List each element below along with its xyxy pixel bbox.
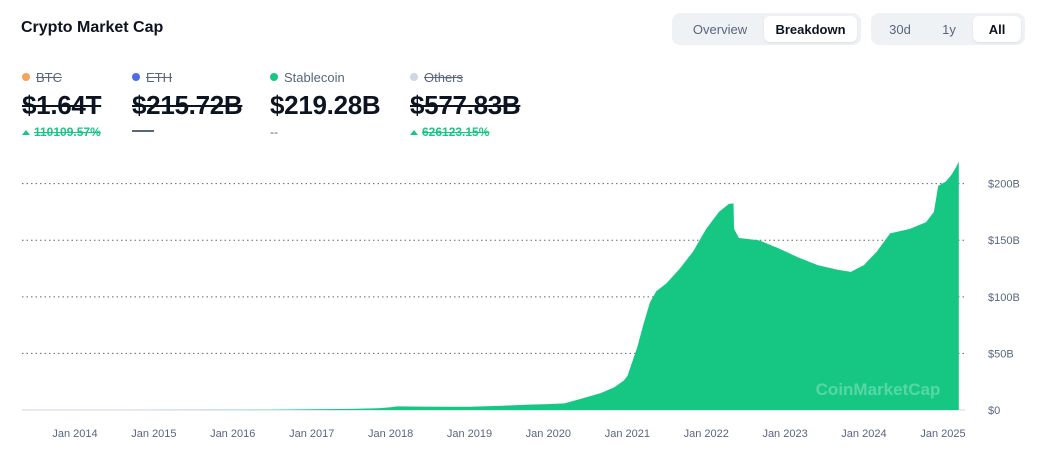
eth-dot-icon xyxy=(132,73,140,81)
overview-tab[interactable]: Overview xyxy=(692,21,748,37)
x-tick-label: Jan 2015 xyxy=(131,428,176,440)
x-tick-label: Jan 2023 xyxy=(762,428,807,440)
y-tick-label: $200B xyxy=(988,179,1020,191)
others-change: 626123.15% xyxy=(422,125,490,139)
x-tick-label: Jan 2018 xyxy=(368,428,413,440)
triangle-up-icon xyxy=(22,129,30,135)
btc-market-cap-value: $1.64T xyxy=(22,90,102,120)
view-toggle: Overview Breakdown xyxy=(672,13,861,45)
market-cap-area-chart[interactable]: CoinMarketCap $0 $50B $100B $150B $200B Jan … xyxy=(0,150,1043,457)
area-layer xyxy=(22,161,959,410)
range-1y-button[interactable]: 1y xyxy=(942,21,956,37)
x-tick-label: Jan 2014 xyxy=(52,428,97,440)
stablecoin-market-cap-value: $219.28B xyxy=(270,90,381,120)
series-area-stablecoin xyxy=(22,161,959,410)
page-title: Crypto Market Cap xyxy=(21,19,164,36)
legend-label-others: Others xyxy=(424,69,464,85)
range-toggle: 30d 1y All xyxy=(871,13,1025,45)
x-tick-label: Jan 2020 xyxy=(526,428,571,440)
eth-change-dash xyxy=(132,130,154,132)
x-tick-label: Jan 2017 xyxy=(289,428,334,440)
legend-label-btc: BTC xyxy=(36,69,62,85)
x-tick-label: Jan 2022 xyxy=(684,428,729,440)
x-axis: Jan 2014 Jan 2015 Jan 2016 Jan 2017 Jan 2018… xyxy=(52,428,965,440)
x-tick-label: Jan 2025 xyxy=(920,428,965,440)
y-tick-label: $100B xyxy=(988,292,1020,304)
x-tick-label: Jan 2019 xyxy=(447,428,492,440)
eth-market-cap-value: $215.72B xyxy=(132,90,243,120)
legend-label-eth: ETH xyxy=(146,69,172,85)
legend-label-stablecoin: Stablecoin xyxy=(284,69,345,85)
x-tick-label: Jan 2021 xyxy=(605,428,650,440)
range-all-button[interactable]: All xyxy=(973,16,1021,42)
btc-change: 110109.57% xyxy=(34,125,101,139)
x-tick-label: Jan 2024 xyxy=(841,428,886,440)
others-dot-icon xyxy=(410,73,418,81)
others-market-cap-value: $577.83B xyxy=(410,90,521,120)
y-tick-label: $150B xyxy=(988,235,1020,247)
y-axis: $0 $50B $100B $150B $200B xyxy=(988,179,1020,417)
breakdown-tab[interactable]: Breakdown xyxy=(764,16,857,42)
btc-dot-icon xyxy=(22,73,30,81)
triangle-up-icon xyxy=(410,129,418,135)
x-tick-label: Jan 2016 xyxy=(210,428,255,440)
coinmarketcap-watermark: CoinMarketCap xyxy=(816,380,941,399)
range-30d-button[interactable]: 30d xyxy=(889,21,911,37)
y-tick-label: $0 xyxy=(988,405,1000,417)
stablecoin-dot-icon xyxy=(270,73,278,81)
y-tick-label: $50B xyxy=(988,348,1014,360)
legend-item-stablecoin[interactable]: Stablecoin $219.28B -- xyxy=(270,68,381,140)
legend-item-others[interactable]: Others $577.83B 626123.15% xyxy=(410,68,521,140)
stablecoin-change: -- xyxy=(270,125,278,139)
legend-item-eth[interactable]: ETH $215.72B xyxy=(132,68,243,132)
legend-item-btc[interactable]: BTC $1.64T 110109.57% xyxy=(22,68,101,140)
